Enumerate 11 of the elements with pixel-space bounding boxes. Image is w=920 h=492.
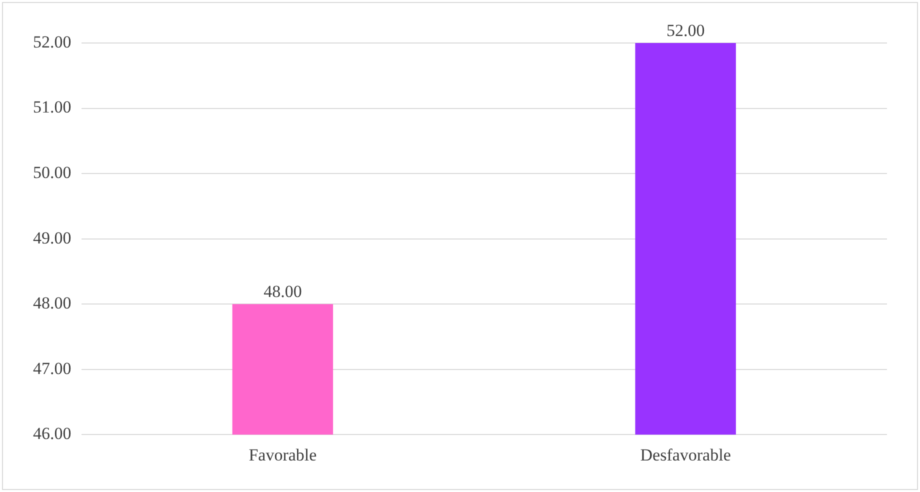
y-tick-label: 51.00 <box>33 98 72 117</box>
y-tick-label: 48.00 <box>33 294 72 313</box>
y-tick-label: 49.00 <box>33 228 72 248</box>
x-tick-label: Favorable <box>248 445 317 464</box>
x-tick-label: Desfavorable <box>640 445 731 464</box>
y-tick-label: 52.00 <box>33 32 72 52</box>
y-tick-label: 46.00 <box>33 424 72 444</box>
data-label: 52.00 <box>666 20 705 40</box>
y-tick-label: 47.00 <box>33 358 72 378</box>
y-tick-label: 50.00 <box>33 163 72 182</box>
data-label: 48.00 <box>264 282 302 302</box>
